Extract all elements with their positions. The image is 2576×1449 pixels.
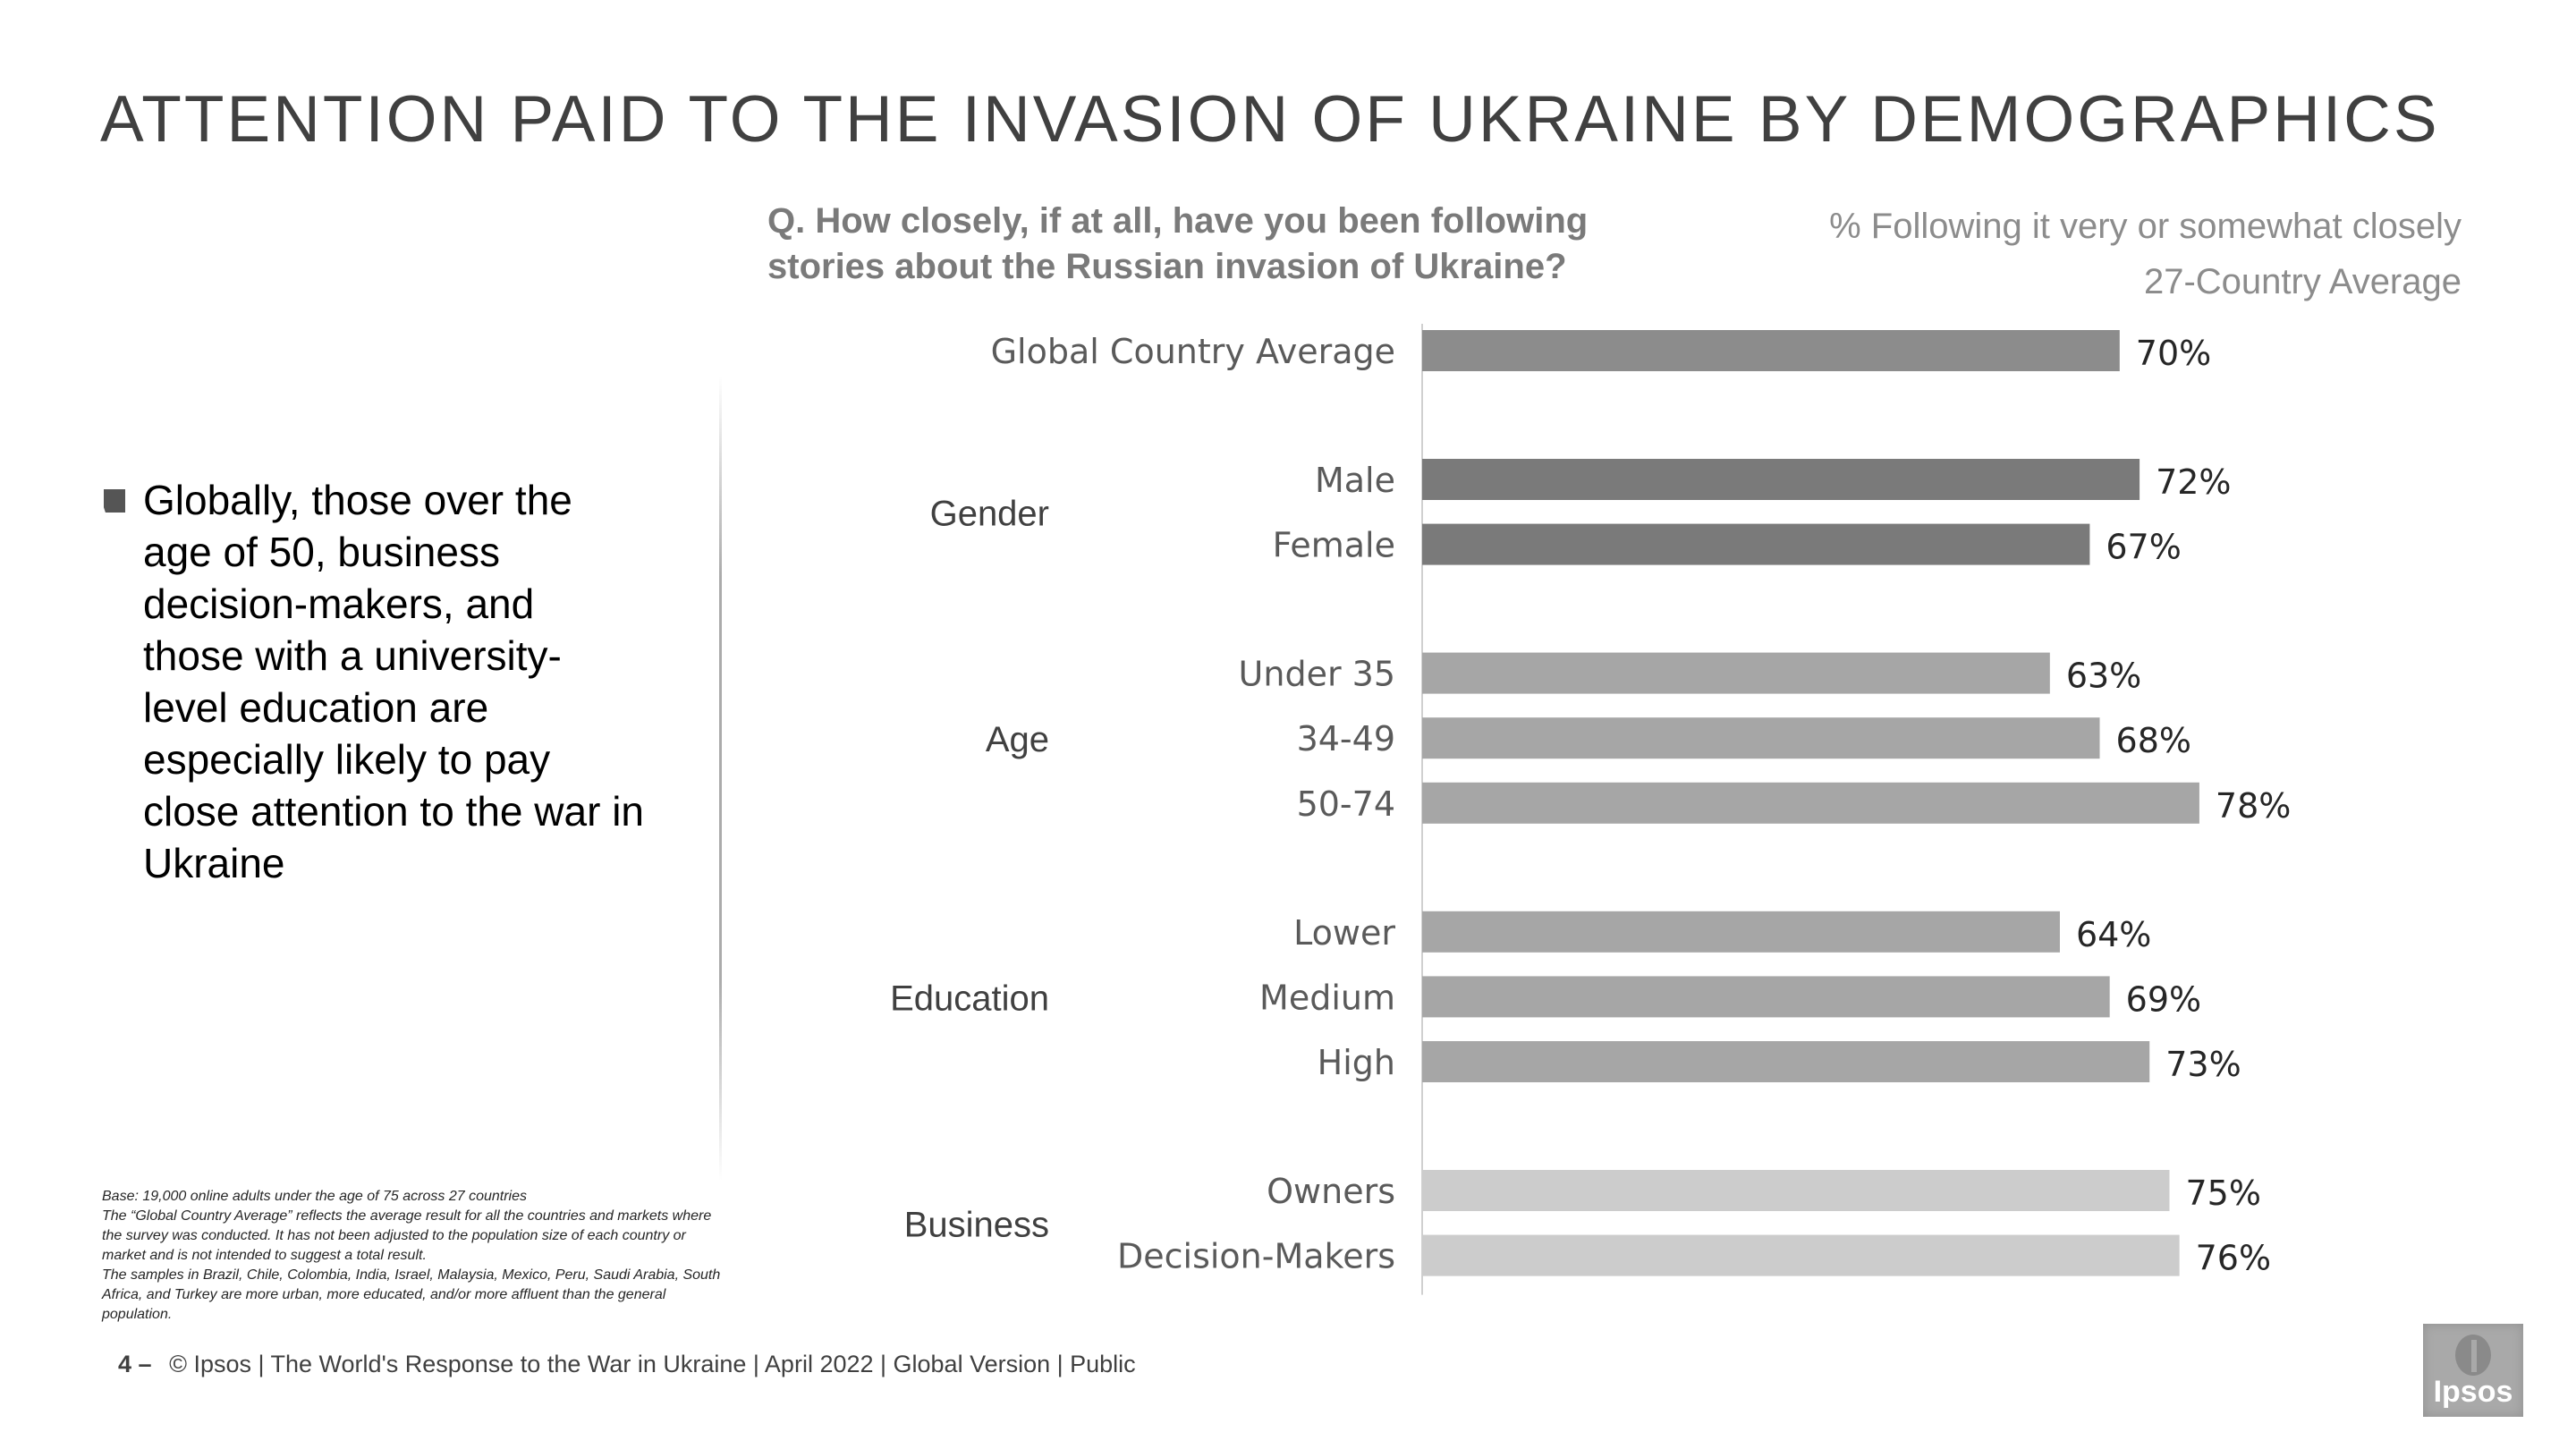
footnote-base: Base: 19,000 online adults under the age…	[102, 1189, 527, 1204]
footer: 4 – © Ipsos | The World's Response to th…	[118, 1351, 1136, 1378]
bar-lower	[1422, 911, 2060, 953]
metric-sublabel: 27-Country Average	[2143, 262, 2462, 301]
category-label-medium: Medium	[1259, 978, 1395, 1017]
data-label-50-74: 78%	[2216, 786, 2291, 826]
category-label-decision-makers: Decision-Makers	[1117, 1237, 1395, 1276]
data-label-global-country-average: 70%	[2136, 334, 2211, 373]
metric-description: % Following it very or somewhat closely …	[1829, 199, 2462, 309]
bar-owners	[1422, 1170, 2170, 1211]
category-label-34-49: 34-49	[1297, 719, 1395, 758]
page-number: 4 –	[118, 1351, 152, 1377]
bar-decision-makers	[1422, 1234, 2180, 1276]
data-label-under-35: 63%	[2066, 657, 2141, 696]
bar-under-35	[1422, 652, 2050, 694]
logo-mark-icon	[2455, 1335, 2491, 1376]
bar-50-74	[1422, 782, 2199, 824]
footnote: Base: 19,000 online adults under the age…	[102, 1187, 728, 1325]
data-label-female: 67%	[2106, 528, 2181, 567]
vertical-divider	[719, 376, 722, 1181]
bar-female	[1422, 523, 2090, 565]
data-label-lower: 64%	[2076, 915, 2151, 954]
group-label-age: Age	[986, 720, 1049, 759]
logo-wordmark: Ipsos	[2433, 1375, 2513, 1409]
data-label-male: 72%	[2156, 462, 2231, 502]
bar-medium	[1422, 976, 2110, 1018]
survey-question: Q. How closely, if at all, have you been…	[767, 201, 1589, 286]
key-finding-bullet: Globally, those over the age of 50, busi…	[104, 474, 644, 889]
footer-text: © Ipsos | The World's Response to the Wa…	[169, 1351, 1136, 1377]
data-label-34-49: 68%	[2116, 721, 2191, 760]
data-label-owners: 75%	[2186, 1174, 2261, 1213]
group-label-business: Business	[904, 1205, 1049, 1244]
category-label-lower: Lower	[1293, 913, 1395, 953]
page-title: ATTENTION PAID TO THE INVASION OF UKRAIN…	[100, 83, 2440, 156]
data-label-high: 73%	[2165, 1045, 2241, 1084]
category-label-female: Female	[1273, 526, 1395, 565]
category-label-under-35: Under 35	[1239, 655, 1395, 694]
bar-high	[1422, 1041, 2150, 1082]
category-label-high: High	[1318, 1043, 1395, 1082]
footnote-samples: The samples in Brazil, Chile, Colombia, …	[102, 1267, 721, 1322]
bar-male	[1422, 459, 2140, 500]
data-label-decision-makers: 76%	[2196, 1239, 2271, 1278]
key-finding-text: Globally, those over the age of 50, busi…	[143, 477, 644, 886]
data-label-medium: 69%	[2126, 979, 2201, 1019]
bar-34-49	[1422, 717, 2100, 759]
ipsos-logo: Ipsos	[2423, 1324, 2523, 1417]
group-label-education: Education	[890, 979, 1049, 1018]
group-label-gender: Gender	[930, 494, 1049, 533]
footnote-average: The “Global Country Average” reflects th…	[102, 1208, 712, 1263]
bar-global-country-average	[1422, 330, 2120, 371]
bullet-icon	[104, 489, 125, 513]
category-label-50-74: 50-74	[1297, 784, 1395, 824]
category-label-owners: Owners	[1267, 1172, 1395, 1211]
metric-label: % Following it very or somewhat closely	[1829, 207, 2462, 246]
category-label-male: Male	[1315, 461, 1395, 500]
category-label-global-country-average: Global Country Average	[991, 332, 1395, 371]
